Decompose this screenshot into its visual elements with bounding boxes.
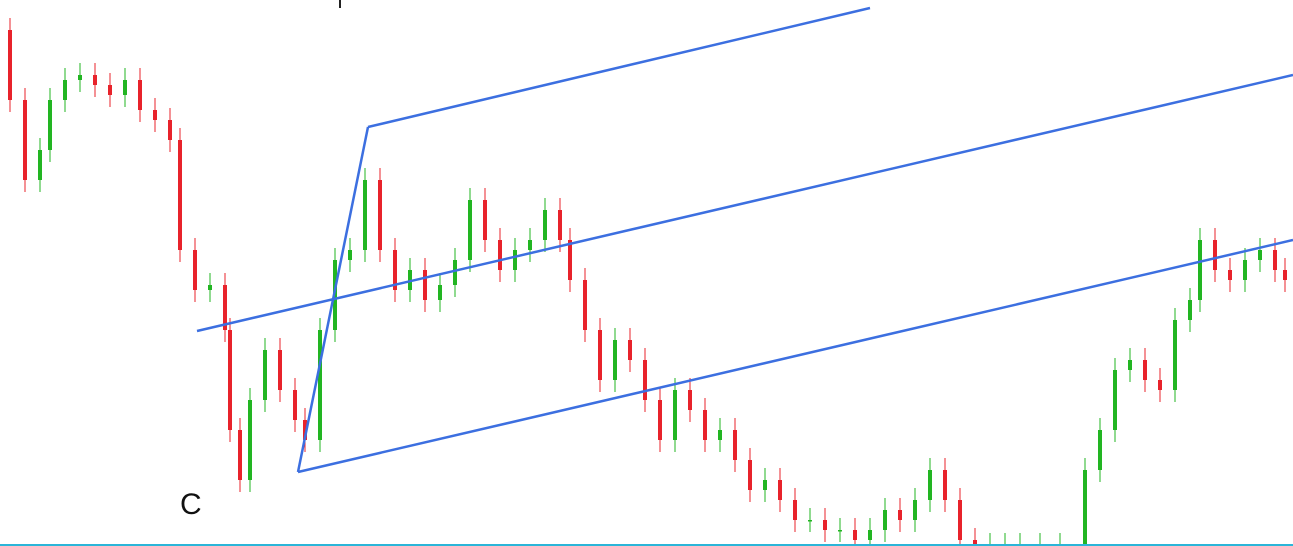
- candle-body: [468, 200, 472, 260]
- candle-body: [248, 400, 252, 480]
- candle-body: [363, 180, 367, 250]
- candle-body: [808, 520, 812, 522]
- candle-body: [513, 250, 517, 270]
- candle-body: [228, 330, 232, 430]
- candle-body: [138, 80, 142, 110]
- candle-body: [838, 530, 842, 532]
- candle-body: [123, 80, 127, 95]
- candle-body: [93, 75, 97, 85]
- candle-body: [23, 100, 27, 180]
- candle-body: [778, 480, 782, 500]
- candle-body: [393, 250, 397, 290]
- point-label: C: [180, 488, 202, 521]
- candle-body: [558, 210, 562, 240]
- candle-body: [38, 150, 42, 180]
- candle-body: [348, 250, 352, 260]
- candle-body: [498, 240, 502, 270]
- candle-body: [223, 285, 227, 330]
- candle-body: [438, 285, 442, 300]
- trend-line: [196, 73, 1293, 333]
- candle-body: [1128, 360, 1132, 370]
- candle-body: [703, 410, 707, 440]
- trend-line: [297, 238, 1293, 474]
- candle-body: [943, 470, 947, 500]
- candle-body: [1228, 270, 1232, 280]
- candle-body: [543, 210, 547, 240]
- candle-body: [898, 510, 902, 520]
- candle-body: [733, 430, 737, 460]
- candle-body: [868, 530, 872, 540]
- candle-body: [748, 460, 752, 490]
- candle-body: [718, 430, 722, 440]
- candle-body: [1283, 270, 1287, 280]
- candle-body: [673, 390, 677, 440]
- candle-body: [528, 240, 532, 250]
- candle-body: [1113, 370, 1117, 430]
- candle-body: [1143, 360, 1147, 380]
- candle-body: [303, 420, 307, 440]
- candle-body: [1173, 320, 1177, 390]
- candle-body: [613, 340, 617, 380]
- candle-body: [108, 85, 112, 95]
- candle-body: [1158, 380, 1162, 390]
- candle-body: [378, 180, 382, 250]
- candle-body: [1273, 250, 1277, 270]
- trend-line: [367, 6, 871, 129]
- candle-body: [193, 250, 197, 290]
- candle-body: [763, 480, 767, 490]
- candle-body: [688, 390, 692, 410]
- candle-body: [293, 390, 297, 420]
- candle-body: [628, 340, 632, 360]
- candle-body: [1243, 260, 1247, 280]
- candle-body: [598, 330, 602, 380]
- candle-body: [583, 280, 587, 330]
- candle-body: [263, 350, 267, 400]
- candles: [8, 18, 1287, 546]
- candle-body: [168, 120, 172, 140]
- candle-body: [178, 140, 182, 250]
- candle-body: [1213, 240, 1217, 270]
- candle-body: [1098, 430, 1102, 470]
- candle-body: [153, 110, 157, 120]
- candle-body: [883, 510, 887, 530]
- candle-body: [1083, 470, 1087, 545]
- candle-body: [853, 530, 857, 540]
- candle-body: [793, 500, 797, 520]
- candle-body: [8, 30, 12, 100]
- candle-body: [208, 285, 212, 290]
- candle-body: [1258, 250, 1262, 260]
- pitchfork: [196, 6, 1293, 474]
- candle-body: [1188, 300, 1192, 320]
- candle-body: [318, 330, 322, 440]
- candle-body: [483, 200, 487, 240]
- candle-body: [453, 260, 457, 285]
- candle-body: [48, 100, 52, 150]
- candle-body: [1198, 240, 1202, 300]
- candle-body: [973, 540, 977, 545]
- candle-body: [278, 350, 282, 390]
- candle-body: [658, 400, 662, 440]
- candle-body: [643, 360, 647, 400]
- candle-body: [823, 520, 827, 530]
- candle-body: [63, 80, 67, 100]
- candle-body: [238, 430, 242, 480]
- candle-body: [928, 470, 932, 500]
- candle-body: [423, 270, 427, 300]
- candle-body: [913, 500, 917, 520]
- candle-body: [568, 240, 572, 280]
- candle-body: [958, 500, 962, 540]
- candle-body: [78, 75, 82, 80]
